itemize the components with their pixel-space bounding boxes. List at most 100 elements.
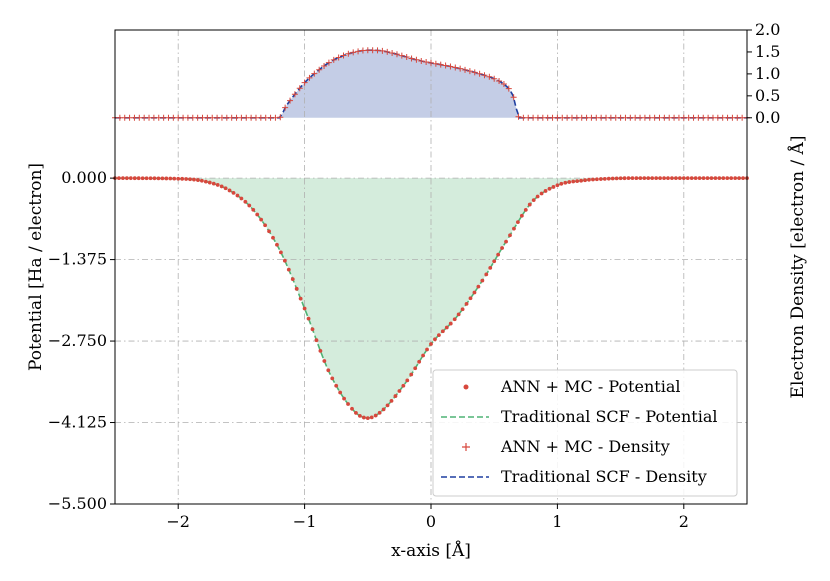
potential-marker [705,176,710,181]
ticks-layer: −2 −1 0 1 2 0.000 −1.375 −2.750 −4.125 −5.500 0.0 0… [48,20,781,531]
potential-marker [263,223,267,228]
potential-marker [294,286,299,291]
potential-marker [152,176,157,181]
density-marker [476,70,483,77]
density-marker [277,114,284,121]
potential-marker [460,307,465,312]
density-marker [496,78,503,85]
density-marker [423,58,430,65]
potential-marker [697,176,702,181]
potential-marker [397,389,402,393]
density-marker [403,54,410,61]
potential-marker [496,252,501,257]
y-right-tick-label: 1.0 [755,64,780,83]
density-marker [340,52,347,59]
potential-marker [654,176,659,181]
potential-marker [685,176,690,181]
density-marker [481,72,488,79]
potential-marker [215,183,220,187]
density-marker [398,52,405,59]
potential-marker [310,327,315,332]
potential-marker [606,176,611,181]
density-fill [115,50,747,118]
potential-marker [693,176,698,181]
potential-marker [385,403,390,408]
density-marker [437,61,444,68]
y-left-tick-label: −1.375 [48,250,107,269]
density-marker [491,75,498,82]
potential-marker [259,217,264,222]
legend-item: ANN + MC - Potential [463,377,681,396]
density-marker [345,50,352,57]
potential-marker [567,180,572,184]
potential-marker [709,176,714,181]
density-marker [384,48,391,55]
potential-marker [172,176,177,181]
potential-marker [523,207,528,212]
potential-marker [575,179,580,184]
potential-marker [342,396,346,401]
density-marker [306,74,313,81]
potential-marker [389,399,394,403]
potential-marker [512,226,516,231]
potential-marker [579,178,583,183]
potential-marker [433,337,437,342]
potential-marker [642,176,647,181]
potential-marker [531,198,536,203]
potential-marker [725,176,730,181]
density-marker [413,56,420,63]
density-marker [282,104,289,111]
potential-marker [282,258,287,263]
potential-marker [492,259,497,264]
potential-marker [188,177,192,182]
potential-marker [630,176,635,181]
potential-marker [729,176,734,181]
potential-marker [231,190,236,195]
potential-marker [587,177,591,182]
potential-marker [271,235,275,240]
potential-marker [136,176,141,181]
potential-marker [275,242,279,247]
density-marker [379,47,386,54]
potential-marker [638,176,643,181]
potential-marker [670,176,674,181]
density-marker [418,57,425,64]
legend-item: Traditional SCF - Density [441,467,707,486]
y-axis-left-label: Potential [Ha / electron] [26,163,46,371]
potential-marker [480,278,485,283]
density-marker [505,85,512,92]
potential-marker [279,250,283,255]
x-axis-label: x-axis [Å] [391,540,471,561]
potential-marker [239,196,244,201]
potential-marker [476,284,481,289]
potential-marker [417,359,422,364]
potential-marker [350,406,354,411]
potential-marker [551,185,556,189]
legend-item: Traditional SCF - Potential [441,407,717,426]
y-left-tick-label: −2.750 [48,331,107,350]
y-right-tick-label: 2.0 [755,20,780,39]
legend-item: ANN + MC - Density [462,437,670,456]
potential-marker [223,186,228,191]
potential-marker [650,176,655,181]
potential-marker [527,202,532,207]
potential-marker [717,176,722,181]
potential-marker [140,176,145,181]
density-marker [466,68,473,75]
potential-marker [306,316,311,321]
density-marker [325,59,332,66]
potential-marker [338,390,343,395]
potential-marker [334,383,339,388]
potential-marker [429,342,433,346]
potential-marker [516,220,520,225]
potential-marker [298,296,303,301]
potential-marker [176,176,181,181]
density-marker [486,73,493,80]
density-marker [462,66,469,73]
potential-marker [346,402,350,406]
x-tick-label: −2 [166,512,190,531]
potential-marker [464,301,469,306]
potential-marker [444,325,449,330]
legend-label: ANN + MC - Density [500,437,670,456]
density-marker [471,69,478,76]
